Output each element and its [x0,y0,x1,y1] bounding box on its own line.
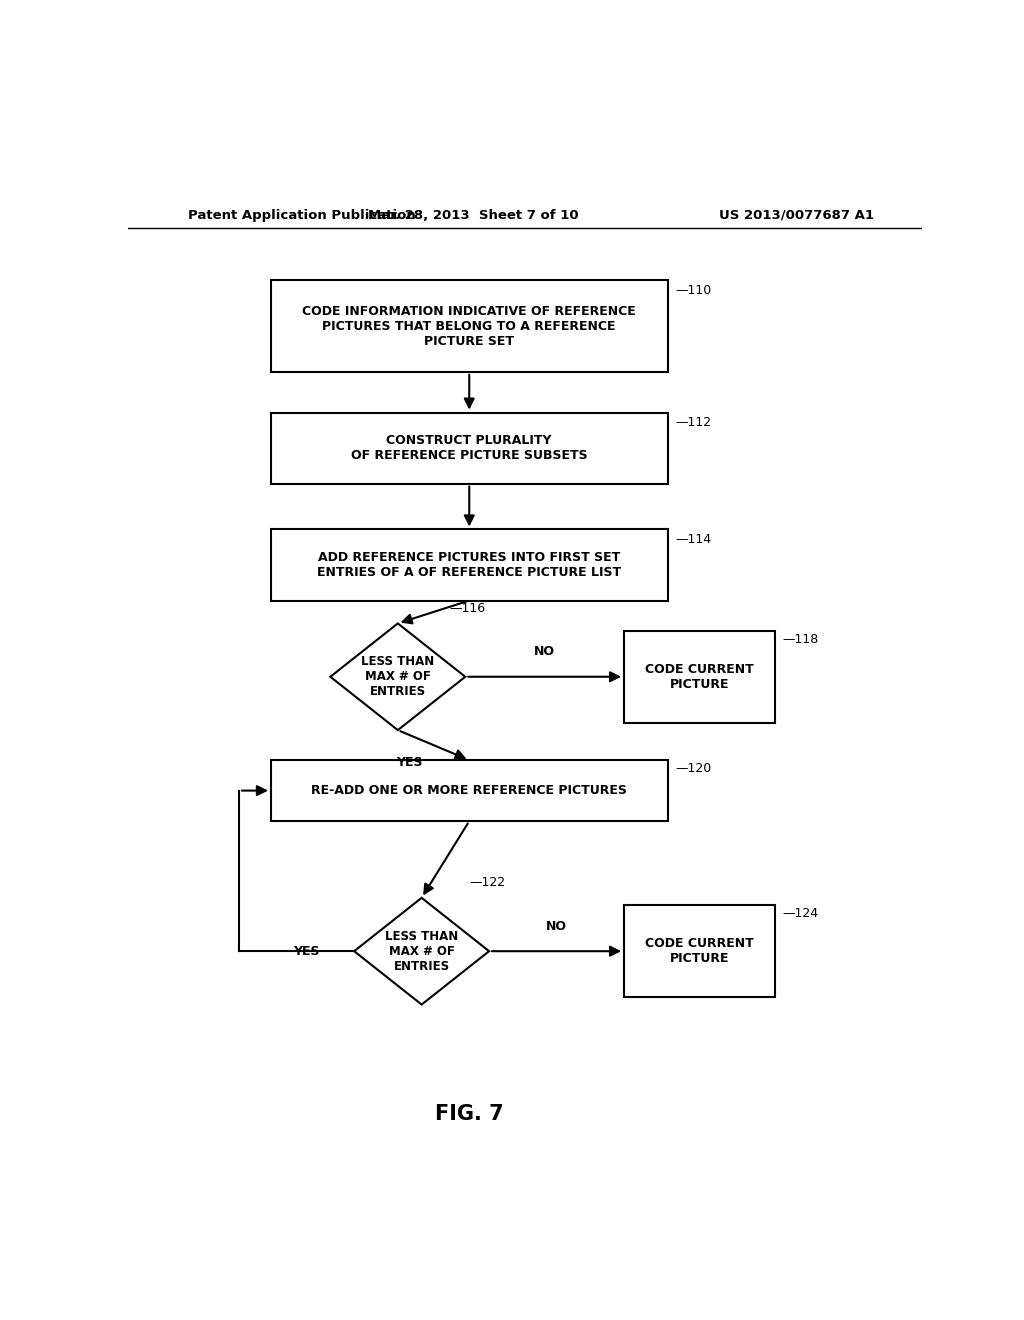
FancyBboxPatch shape [270,412,668,483]
Text: —120: —120 [676,762,712,775]
Text: Mar. 28, 2013  Sheet 7 of 10: Mar. 28, 2013 Sheet 7 of 10 [368,209,579,222]
Polygon shape [331,623,465,730]
Text: —122: —122 [469,876,506,890]
FancyBboxPatch shape [270,529,668,601]
Text: YES: YES [396,755,423,768]
Text: —118: —118 [782,632,819,645]
Text: FIG. 7: FIG. 7 [435,1104,504,1123]
FancyBboxPatch shape [624,631,775,722]
FancyBboxPatch shape [270,760,668,821]
Text: —116: —116 [450,602,485,615]
Text: CODE CURRENT
PICTURE: CODE CURRENT PICTURE [645,937,754,965]
FancyBboxPatch shape [270,280,668,372]
Text: RE-ADD ONE OR MORE REFERENCE PICTURES: RE-ADD ONE OR MORE REFERENCE PICTURES [311,784,627,797]
Text: NO: NO [546,920,567,933]
Polygon shape [354,898,489,1005]
Text: LESS THAN
MAX # OF
ENTRIES: LESS THAN MAX # OF ENTRIES [385,929,459,973]
Text: YES: YES [293,945,319,958]
Text: CODE INFORMATION INDICATIVE OF REFERENCE
PICTURES THAT BELONG TO A REFERENCE
PIC: CODE INFORMATION INDICATIVE OF REFERENCE… [302,305,636,347]
Text: —114: —114 [676,533,712,546]
Text: CONSTRUCT PLURALITY
OF REFERENCE PICTURE SUBSETS: CONSTRUCT PLURALITY OF REFERENCE PICTURE… [351,434,588,462]
Text: ADD REFERENCE PICTURES INTO FIRST SET
ENTRIES OF A OF REFERENCE PICTURE LIST: ADD REFERENCE PICTURES INTO FIRST SET EN… [317,550,622,579]
FancyBboxPatch shape [624,906,775,997]
Text: NO: NO [535,645,555,659]
Text: —110: —110 [676,284,712,297]
Text: Patent Application Publication: Patent Application Publication [187,209,416,222]
Text: CODE CURRENT
PICTURE: CODE CURRENT PICTURE [645,663,754,690]
Text: —124: —124 [782,907,819,920]
Text: —112: —112 [676,416,712,429]
Text: US 2013/0077687 A1: US 2013/0077687 A1 [719,209,873,222]
Text: LESS THAN
MAX # OF
ENTRIES: LESS THAN MAX # OF ENTRIES [361,655,434,698]
